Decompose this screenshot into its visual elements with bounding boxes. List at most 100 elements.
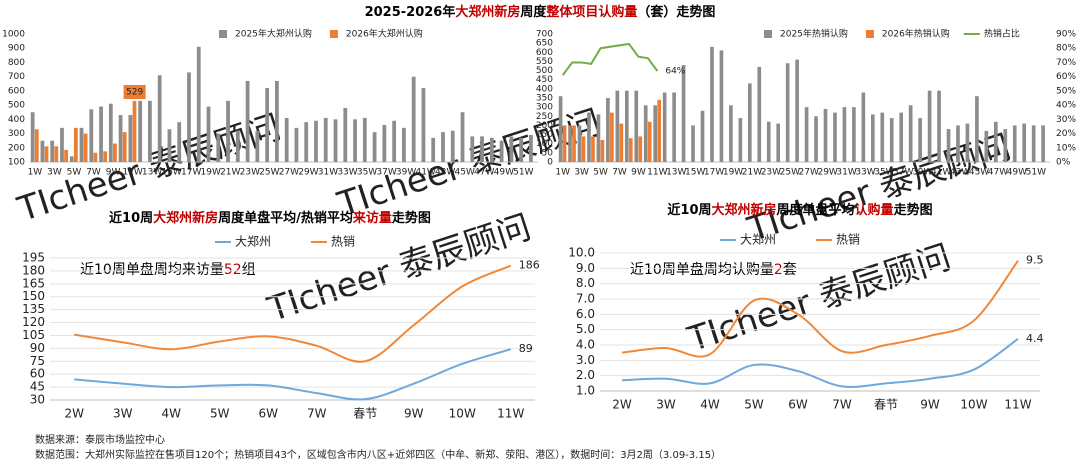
x-tick-label: 11W: [1004, 398, 1031, 412]
y-tick-label: 10.0: [568, 246, 595, 260]
text-segment: 来访量: [352, 210, 392, 226]
x-tick-label: 35W: [874, 168, 894, 178]
bar: [470, 136, 475, 162]
x-tick-label: 15W: [161, 168, 181, 178]
bar: [323, 117, 328, 162]
bar: [672, 92, 676, 162]
annotation: 近10周单盘周均认购量2套: [630, 261, 797, 278]
x-tick-label: 25W: [780, 168, 800, 178]
x-tick-label: 19W: [723, 168, 743, 178]
bar: [804, 107, 809, 162]
bar: [226, 100, 230, 162]
x-tick-label: 9W: [631, 168, 646, 178]
x-tick-label: 13W: [666, 168, 686, 178]
bar: [918, 118, 922, 162]
x-tick-label: 2W: [612, 398, 632, 412]
bar: [489, 137, 494, 162]
bar: [148, 100, 152, 162]
legend-marker: [329, 30, 338, 38]
y-tick-label: 45: [30, 380, 45, 394]
y-tick-label: 100: [8, 158, 25, 168]
bar: [255, 130, 260, 162]
x-tick-label: 1W: [28, 168, 43, 178]
x-tick-label: 13W: [142, 168, 162, 178]
bar: [64, 149, 68, 162]
y-tick-label: 8.0: [576, 276, 595, 290]
label-box: [123, 84, 146, 99]
x-tick-label: 25W: [259, 168, 279, 178]
bar: [44, 146, 49, 162]
y-tick-label: 500: [8, 101, 25, 111]
bar: [628, 138, 633, 162]
chart-title: 近10周大郑州新房周度单盘平均认购量走势图: [667, 202, 932, 218]
y2-tick-label: 40%: [1056, 101, 1076, 111]
bar: [103, 151, 108, 162]
y-tick-label: 195: [22, 251, 45, 265]
x-tick-label: 4W: [162, 407, 182, 421]
text-segment: 2: [774, 262, 783, 278]
x-tick-label: 51W: [513, 168, 533, 178]
bar: [719, 50, 724, 163]
bar: [610, 112, 614, 162]
bar: [757, 66, 762, 162]
text-segment: 走势图: [894, 202, 933, 218]
y-tick-label: 400: [536, 84, 553, 94]
bar: [333, 119, 338, 162]
text-segment: 大郑州新房: [712, 202, 777, 218]
y-tick-label: 120: [22, 315, 45, 329]
x-tick-label: 27W: [799, 168, 819, 178]
bar: [206, 106, 211, 162]
bar: [662, 92, 667, 162]
text-segment: 大郑州新房: [455, 4, 520, 20]
x-tick-label: 6W: [259, 407, 279, 421]
bar: [647, 121, 652, 162]
y-tick-label: 5.0: [576, 322, 595, 336]
x-tick-label: 35W: [357, 168, 377, 178]
text-segment: 整体项目认购量: [545, 4, 637, 20]
bar: [499, 140, 504, 162]
bar: [138, 100, 143, 162]
legend-label: 热销占比: [984, 28, 1020, 40]
bar: [581, 136, 586, 162]
bar: [245, 80, 250, 162]
y-tick-label: 600: [8, 86, 25, 96]
y-tick-label: 135: [22, 302, 45, 316]
x-tick-label: 4W: [700, 398, 720, 412]
x-tick-label: 37W: [376, 168, 396, 178]
x-tick-label: 7W: [832, 398, 852, 412]
bar: [167, 129, 172, 162]
bar: [700, 110, 705, 162]
x-tick-label: 39W: [396, 168, 416, 178]
bar: [1022, 123, 1027, 162]
text-segment: 周度单盘平均: [777, 202, 855, 218]
bar: [69, 156, 74, 162]
x-tick-label: 春节: [874, 398, 898, 412]
bar: [304, 122, 309, 162]
x-tick-label: 51W: [1026, 168, 1046, 178]
bar: [965, 123, 970, 162]
data-label: 4.4: [1026, 332, 1044, 345]
x-tick-label: 7W: [612, 168, 627, 178]
x-tick-label: 3W: [47, 168, 62, 178]
y-tick-label: 150: [22, 289, 45, 303]
x-tick-label: 41W: [931, 168, 951, 178]
bar: [79, 127, 84, 162]
x-tick-label: 33W: [337, 168, 357, 178]
y-tick-label: 1000: [2, 30, 25, 40]
x-tick-label: 3W: [574, 168, 589, 178]
text-segment: 套: [783, 262, 797, 278]
line-series: [74, 348, 512, 401]
x-tick-label: 3W: [113, 407, 133, 421]
bar: [216, 133, 221, 162]
bar: [852, 107, 856, 162]
bar: [681, 65, 686, 162]
x-tick-label: 7W: [307, 407, 327, 421]
bar: [284, 117, 289, 162]
y-tick-label: 6.0: [576, 307, 595, 321]
x-tick-label: 15W: [685, 168, 705, 178]
bar: [606, 98, 610, 162]
legend-label: 2025年大郑州认购: [235, 28, 312, 40]
legend-label: 2026年热销认购: [882, 28, 950, 40]
x-tick-label: 11W: [647, 168, 667, 178]
y-tick-label: 9.0: [576, 261, 595, 275]
